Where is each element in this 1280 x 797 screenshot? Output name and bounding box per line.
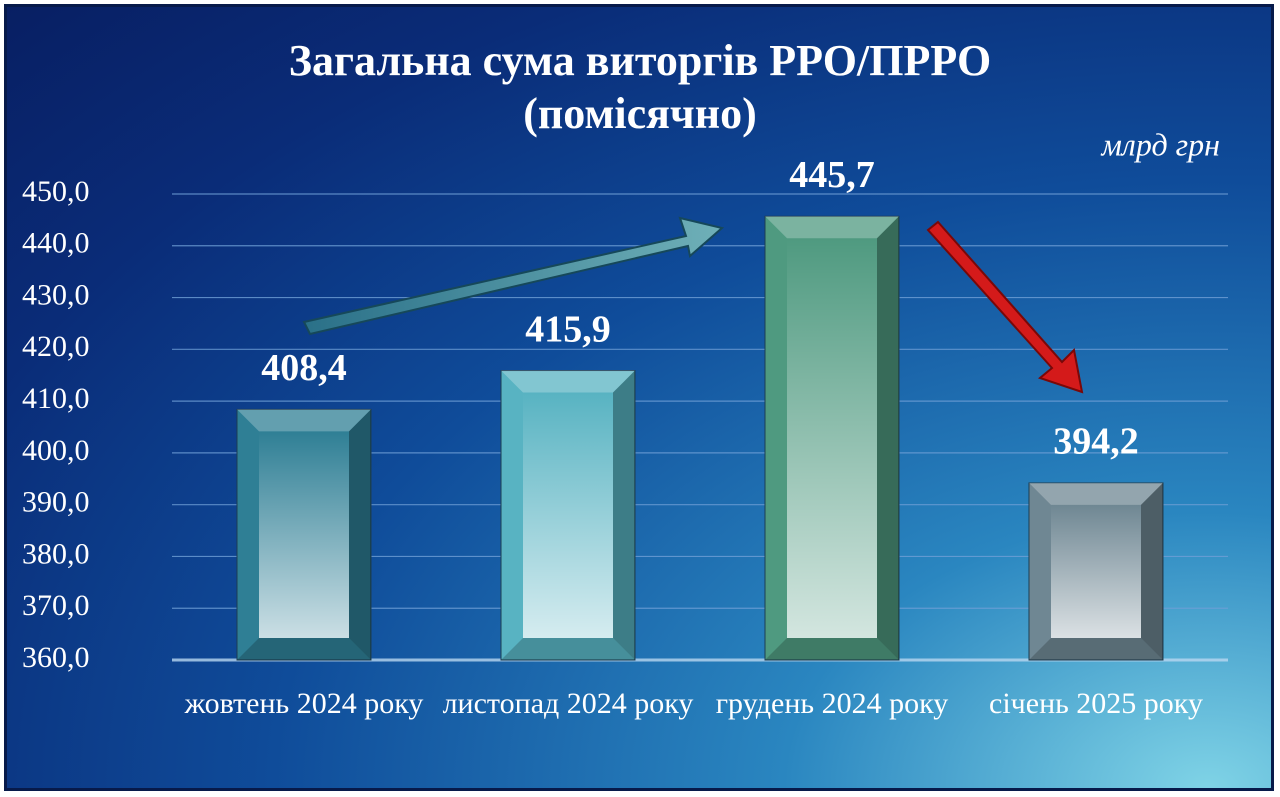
unit-label: млрд грн [1101,126,1221,162]
chart-title: Загальна сума виторгів РРО/ПРРО [289,36,991,85]
bar-shine [787,238,877,638]
x-tick-label: листопад 2024 року [442,687,694,720]
bar-bevel [237,409,371,432]
y-tick-label: 380,0 [22,537,90,570]
chart-subtitle: (помісячно) [523,89,757,138]
x-tick-label: грудень 2024 року [715,687,949,720]
value-label: 408,4 [261,347,347,389]
bar-bevel [1141,482,1163,660]
down-arrow [926,220,1084,394]
bar-bevel [1029,638,1163,660]
y-tick-label: 430,0 [22,278,90,311]
y-tick-label: 390,0 [22,486,90,519]
bar-bevel [765,638,899,660]
y-tick-label: 450,0 [22,175,90,208]
bar-bevel [349,409,371,660]
trend-arrows [302,216,1084,394]
y-tick-label: 400,0 [22,434,90,467]
bar-shine [259,431,349,638]
value-label: 394,2 [1053,421,1139,463]
bar-bevel [765,216,899,239]
x-tick-label: жовтень 2024 року [184,687,424,720]
y-tick-label: 370,0 [22,589,90,622]
y-tick-label: 410,0 [22,382,90,415]
bar-bevel [613,370,635,660]
bar-bevel [877,216,899,660]
y-tick-label: 420,0 [22,330,90,363]
bar-bevel [501,370,635,393]
y-tick-label: 440,0 [22,227,90,260]
bar-bevel [1029,482,1163,505]
bar-shine [1051,504,1141,638]
bar-bevel [501,638,635,660]
x-tick-label: січень 2025 року [989,687,1203,720]
value-label: 415,9 [525,308,611,350]
value-label: 445,7 [789,154,875,196]
y-tick-label: 360,0 [22,641,90,674]
bar-shine [523,392,613,638]
up-arrow [302,216,725,336]
bar-bevel [237,638,371,660]
